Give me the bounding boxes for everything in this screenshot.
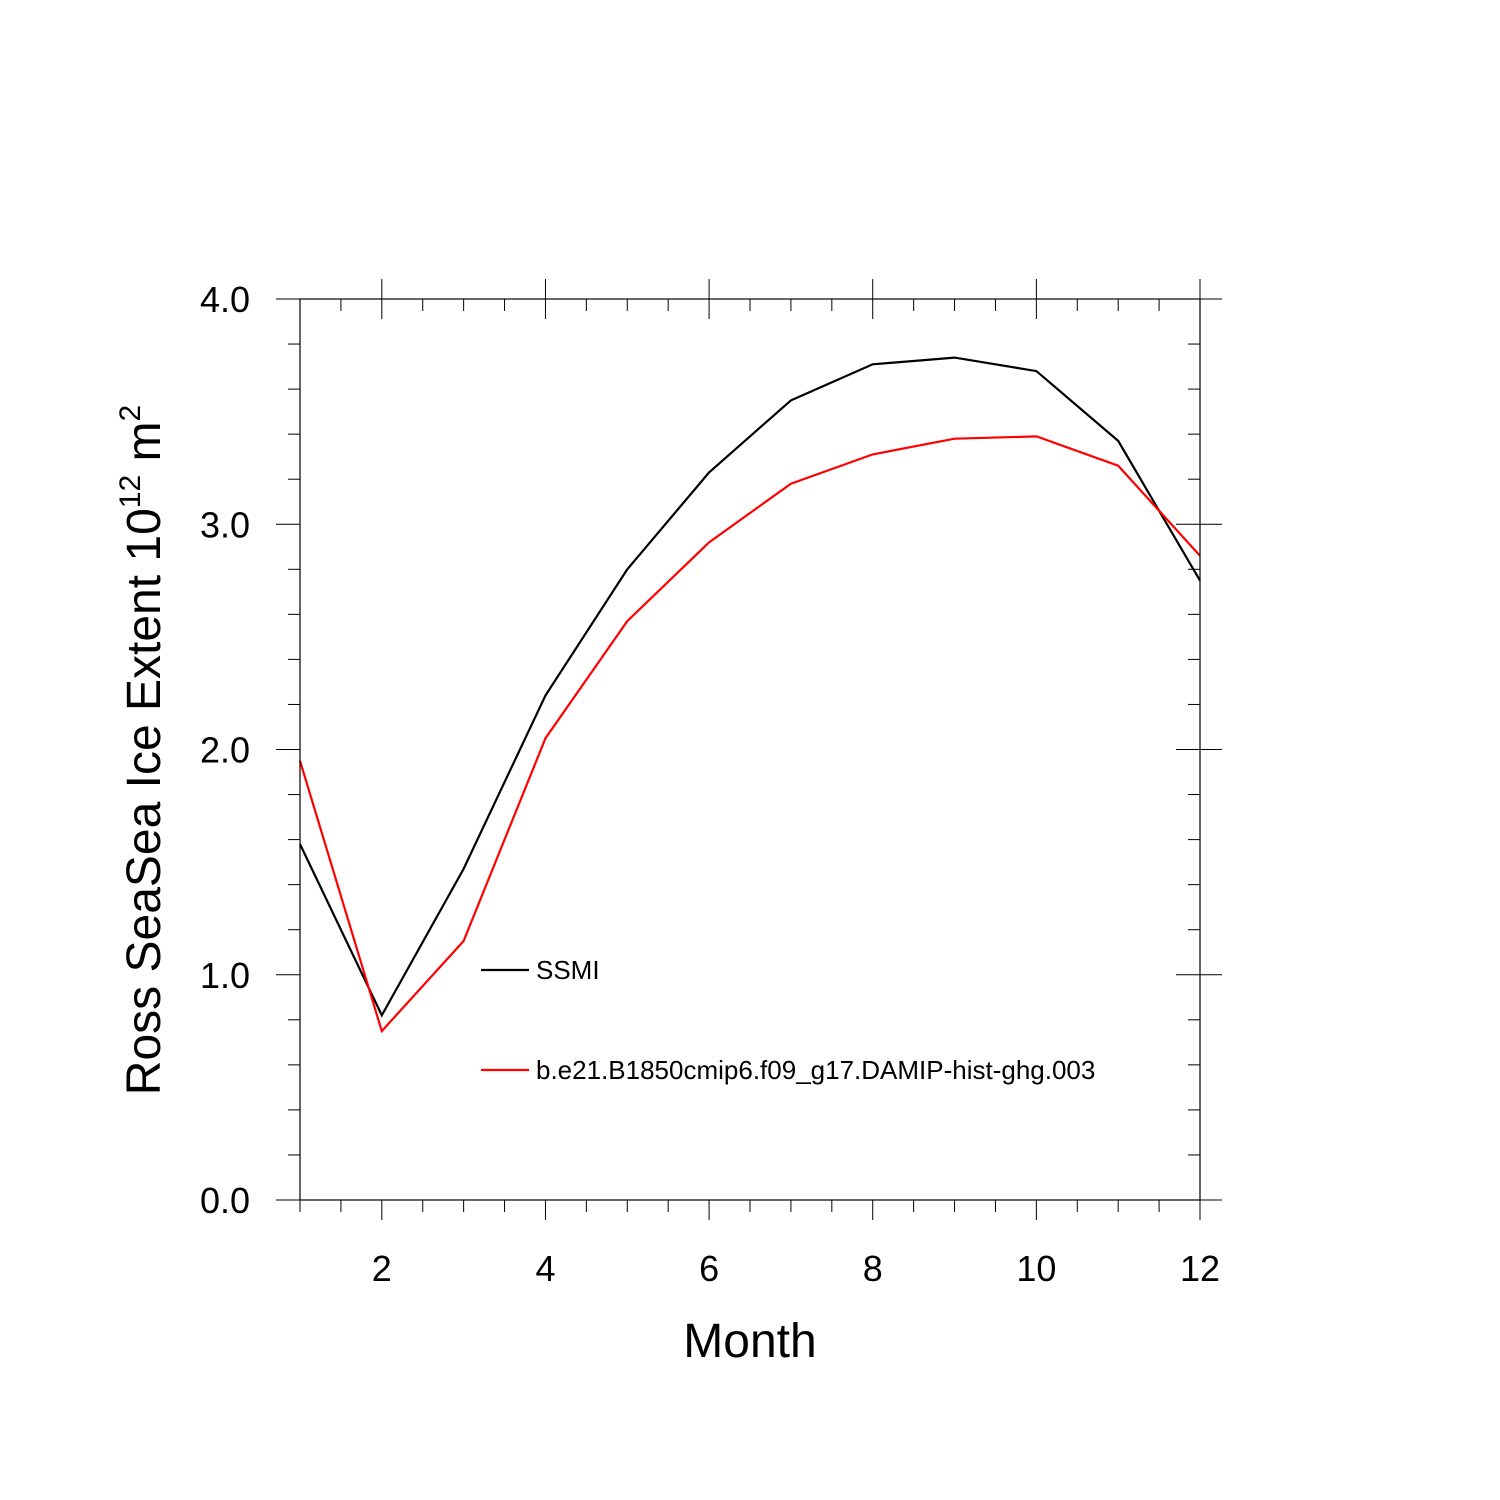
x-tick-label: 6 — [699, 1248, 719, 1289]
x-tick-label: 10 — [1016, 1248, 1056, 1289]
y-tick-label: 0.0 — [200, 1180, 250, 1221]
y-axis-title: Ross SeaSea Ice Extent 1012 m2 — [114, 405, 171, 1095]
plot-frame — [299, 298, 1201, 1201]
x-tick-label: 8 — [863, 1248, 883, 1289]
y-axis-title-unit-exponent: 2 — [114, 405, 147, 422]
legend-label-2: b.e21.B1850cmip6.f09_g17.DAMIP-hist-ghg.… — [536, 1055, 1095, 1085]
y-axis-title-main: Ross SeaSea Ice Extent 10 — [118, 508, 171, 1095]
y-tick-label: 1.0 — [200, 955, 250, 996]
y-axis-title-exponent: 12 — [114, 475, 147, 508]
series-line-2 — [298, 435, 1201, 1034]
x-axis-title: Month — [683, 1315, 816, 1368]
x-tick-label: 2 — [372, 1248, 392, 1289]
series-lines — [298, 356, 1201, 1034]
tick-labels: 2 4 6 8 10 12 0.0 1.0 2.0 3.0 4.0 — [200, 279, 1220, 1289]
legend-label-1: SSMI — [536, 955, 600, 985]
y-tick-label: 2.0 — [200, 730, 250, 771]
y-tick-label: 4.0 — [200, 279, 250, 320]
x-tick-label: 4 — [535, 1248, 555, 1289]
series-line-1 — [299, 356, 1201, 1018]
y-axis-title-unit: m — [118, 421, 171, 474]
legend: SSMI b.e21.B1850cmip6.f09_g17.DAMIP-hist-… — [481, 955, 1095, 1085]
x-tick-label: 12 — [1180, 1248, 1220, 1289]
y-tick-label: 3.0 — [200, 504, 250, 545]
